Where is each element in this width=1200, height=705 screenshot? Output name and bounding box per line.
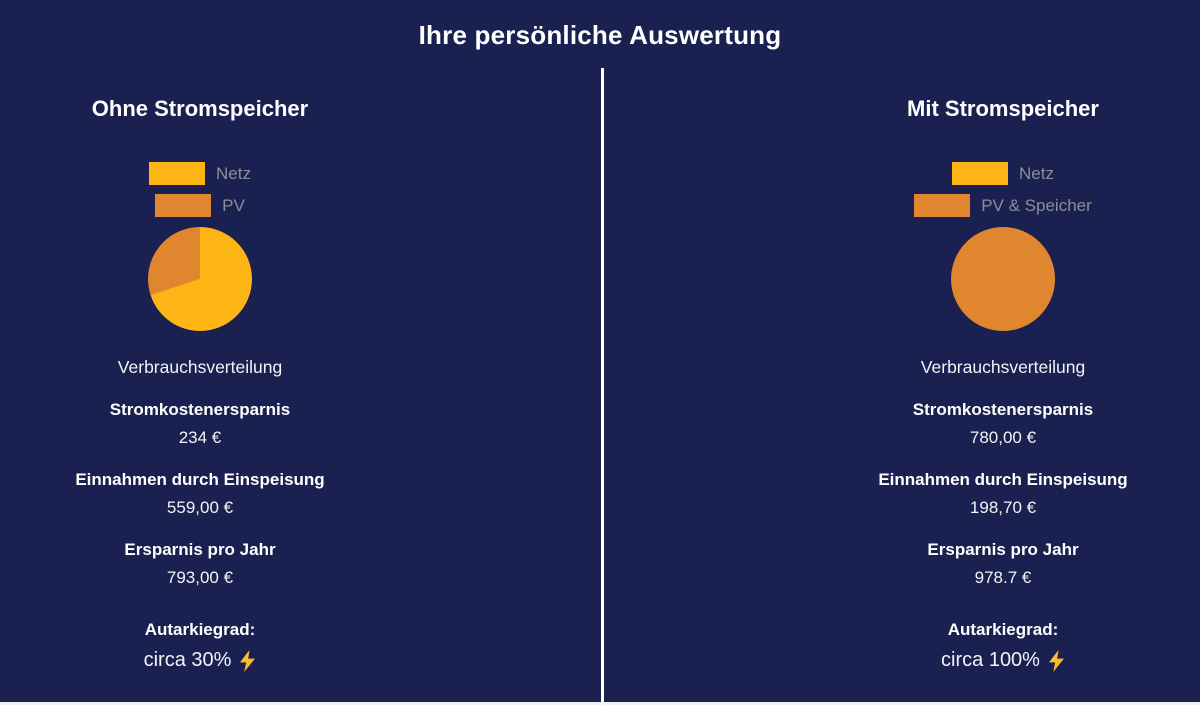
stat-label: Ersparnis pro Jahr (124, 540, 276, 559)
stat-ersparnis-pro-jahr: Ersparnis pro Jahr 978.7 € (927, 540, 1078, 588)
stat-label: Einnahmen durch Einspeisung (75, 470, 325, 489)
chart-caption: Verbrauchsverteilung (920, 357, 1086, 377)
chart-legend: Netz PV (149, 162, 251, 217)
stat-stromkostenersparnis: Stromkostenersparnis 780,00 € (913, 400, 1093, 448)
autarkiegrad-value: circa 100% (941, 649, 1065, 672)
lightning-bolt-icon (1048, 649, 1064, 672)
panel-heading: Ohne Stromspeicher (91, 96, 309, 121)
stat-stromkostenersparnis: Stromkostenersparnis 234 € (110, 400, 290, 448)
lightning-bolt-icon (240, 649, 256, 672)
legend-label: PV & Speicher (981, 195, 1092, 215)
stat-value: 793,00 € (166, 568, 234, 587)
panel-ohne-stromspeicher: Ohne Stromspeicher Netz PV Verbrauchsver… (0, 0, 400, 705)
legend-label: PV (222, 195, 245, 215)
legend-item-netz: Netz (149, 162, 251, 185)
bottom-edge-strip (0, 702, 1200, 705)
stat-value: 198,70 € (969, 498, 1037, 517)
stat-label: Ersparnis pro Jahr (927, 540, 1079, 559)
chart-legend: Netz PV & Speicher (914, 162, 1092, 217)
vertical-divider (601, 68, 604, 705)
legend-swatch-pv (155, 194, 212, 217)
panel-mit-stromspeicher: Mit Stromspeicher Netz PV & Speicher Ver… (803, 0, 1200, 705)
stat-value: 234 € (178, 428, 222, 447)
pie-chart-verbrauchsverteilung (148, 227, 252, 331)
stat-label: Stromkostenersparnis (912, 400, 1094, 419)
autarkiegrad-label: Autarkiegrad: (144, 620, 256, 639)
autarkiegrad-text: circa 100% (941, 649, 1040, 671)
legend-label: Netz (216, 163, 251, 183)
autarkiegrad-text: circa 30% (143, 649, 232, 671)
panel-heading: Mit Stromspeicher (907, 96, 1099, 121)
pie-chart-verbrauchsverteilung (951, 227, 1055, 331)
autarkiegrad-value: circa 30% (144, 649, 257, 672)
legend-item-netz: Netz (952, 162, 1054, 185)
chart-caption: Verbrauchsverteilung (117, 357, 283, 377)
legend-swatch-netz (952, 162, 1009, 185)
stat-label: Einnahmen durch Einspeisung (878, 470, 1128, 489)
autarkiegrad-label: Autarkiegrad: (947, 620, 1059, 639)
legend-swatch-netz (149, 162, 206, 185)
page-title: Ihre persönliche Auswertung (418, 20, 782, 50)
stat-einnahmen-einspeisung: Einnahmen durch Einspeisung 559,00 € (75, 470, 324, 518)
legend-swatch-pv-speicher (914, 194, 971, 217)
stat-value: 978.7 € (974, 568, 1032, 587)
stat-label: Stromkostenersparnis (109, 400, 291, 419)
autarkiegrad-block: Autarkiegrad: circa 30% (144, 620, 257, 672)
legend-label: Netz (1019, 163, 1054, 183)
autarkiegrad-block: Autarkiegrad: circa 100% (941, 620, 1065, 672)
stat-einnahmen-einspeisung: Einnahmen durch Einspeisung 198,70 € (878, 470, 1127, 518)
legend-item-pv: PV (155, 194, 245, 217)
stat-value: 780,00 € (969, 428, 1037, 447)
stat-value: 559,00 € (166, 498, 234, 517)
legend-item-pv-speicher: PV & Speicher (914, 194, 1092, 217)
stat-ersparnis-pro-jahr: Ersparnis pro Jahr 793,00 € (124, 540, 275, 588)
